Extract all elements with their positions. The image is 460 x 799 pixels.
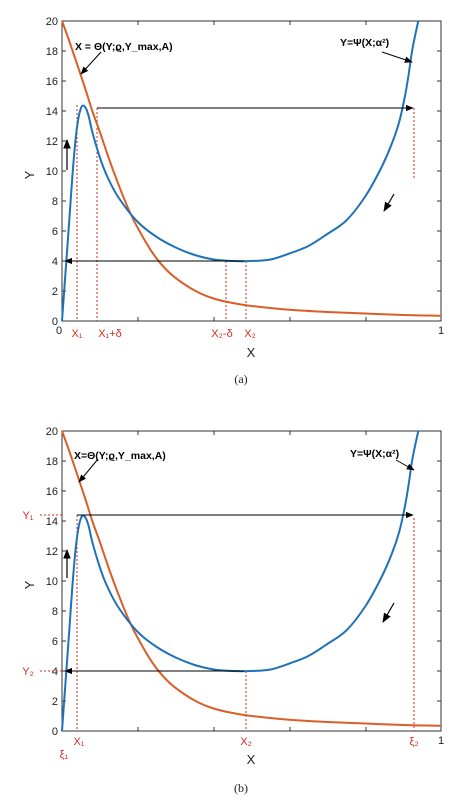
y2-label-b: Y₂ [22,666,34,678]
psi-curve-a [61,20,420,322]
y-tick-label: 2 [52,286,58,298]
guide-lines-a [76,105,415,321]
x2-label-a: X₂ [244,328,256,340]
y-tick-label: 0 [52,726,58,738]
x1-label-b: X₁ [73,736,84,748]
theta-curve-a [61,20,442,317]
y-tick-label: 14 [46,106,58,118]
y-ticks-a: 0 2 4 6 8 10 12 14 16 18 20 [46,16,441,328]
xi2-label-b: ξ₂ [409,736,418,748]
y-tick-label: 16 [46,486,58,498]
y-tick-label: 12 [46,546,58,558]
y-tick-label: 20 [46,426,58,438]
theta-label-b: X=Θ(Y;ϱ,Y_max,A) [74,450,166,462]
y-tick-label: 6 [52,636,58,648]
theta-label-a: X = Θ(Y;ϱ,Y_max,A) [75,41,173,53]
y-tick-label: 10 [46,576,58,588]
psi-curve-b [61,430,420,732]
panel-a: 0 2 4 6 8 10 12 14 16 18 20 0 1 X Y X = Θ(Y;ϱ,Y_ma… [22,16,444,386]
y-tick-label: 16 [46,76,58,88]
x-tick-label-1-a: 1 [438,325,444,337]
caption-a: (a) [234,372,247,386]
flow-arrow-down-a [383,193,395,212]
y-tick-label: 8 [52,196,58,208]
y-tick-label: 10 [46,166,58,178]
psi-label-b: Y=Ψ(X;α²) [350,448,399,460]
theta-pointer-a [80,51,102,75]
guide-lines-b [40,514,415,731]
panel-b: 0 2 4 6 8 10 12 14 16 18 20 1 X Y X=Θ(Y;ϱ,Y_max,A)… [22,426,444,795]
y-tick-label: 18 [46,456,58,468]
psi-pointer-b [395,459,415,471]
plot-frame-b [61,430,442,732]
theta-pointer-b [78,458,99,483]
x2-label-b: X₂ [240,736,252,748]
x2-delta-label-a: X₂-δ [211,328,232,340]
y-tick-label: 4 [52,666,58,678]
x-axis-label-b: X [247,752,256,767]
y-tick-label: 14 [46,516,58,528]
plot-frame-a [61,20,442,322]
y1-label-b: Y₁ [22,510,33,522]
psi-pointer-a [381,51,413,63]
x-tick-label-0-a: 0 [56,325,62,337]
y-tick-label: 8 [52,606,58,618]
xi1-label-b: ξ₁ [60,749,69,761]
x1-label-a: X₁ [71,328,82,340]
psi-label-a: Y=Ψ(X;α²) [340,37,389,49]
y-tick-label: 2 [52,696,58,708]
y-tick-label: 6 [52,226,58,238]
caption-b: (b) [234,781,248,795]
y-axis-label-b: Y [22,580,37,589]
y-axis-label-a: Y [22,170,37,179]
theta-curve-b [61,430,442,727]
x-axis-label-a: X [247,345,256,360]
y-tick-label: 0 [52,316,58,328]
y-tick-label: 4 [52,256,58,268]
x-tick-label-1-b: 1 [438,735,444,747]
y-tick-label: 20 [46,16,58,28]
y-tick-label: 12 [46,136,58,148]
y-ticks-b: 0 2 4 6 8 10 12 14 16 18 20 [46,426,441,738]
x1-delta-label-a: X₁+δ [98,328,122,340]
y-tick-label: 18 [46,46,58,58]
flow-arrow-down-b [382,602,395,623]
